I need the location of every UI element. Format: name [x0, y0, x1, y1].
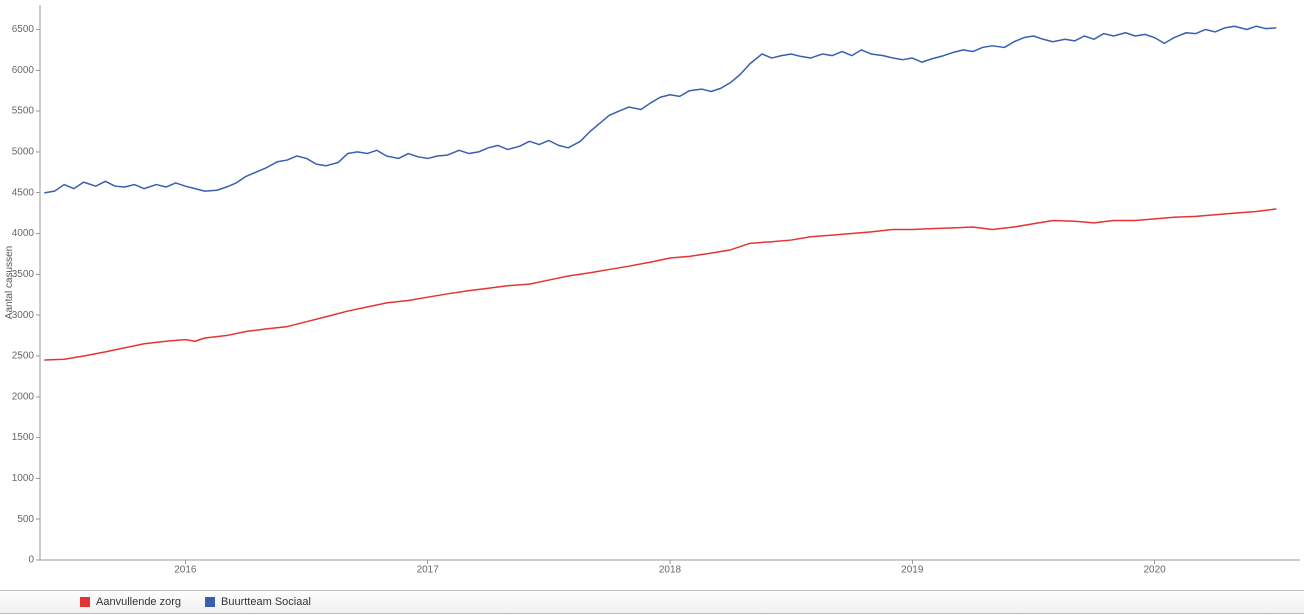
x-tick-label: 2017 [417, 564, 440, 575]
y-tick-label: 3000 [12, 310, 35, 321]
line-chart: 0 500 1000 1500 2000 2500 3000 3500 4000 4500 5000… [0, 0, 1304, 590]
y-tick-label: 1500 [12, 432, 35, 443]
chart-svg: 0 500 1000 1500 2000 2500 3000 3500 4000 4500 5000… [0, 0, 1304, 590]
x-tick-label: 2019 [901, 564, 924, 575]
y-axis-title: Aantal casussen [4, 246, 15, 319]
legend-swatch-icon [80, 597, 90, 607]
legend-item-buurtteam-sociaal[interactable]: Buurtteam Sociaal [205, 596, 311, 608]
series-line [45, 209, 1276, 360]
legend-swatch-icon [205, 597, 215, 607]
y-tick-label: 4500 [12, 187, 35, 198]
y-tick-label: 6500 [12, 24, 35, 35]
x-tick-label: 2018 [659, 564, 682, 575]
legend-bar: Aanvullende zorg Buurtteam Sociaal [0, 590, 1304, 614]
y-tick-label: 2500 [12, 351, 35, 362]
series-line [45, 26, 1276, 193]
y-tick-label: 6000 [12, 65, 35, 76]
y-tick-label: 5000 [12, 147, 35, 158]
y-tick-label: 5500 [12, 106, 35, 117]
x-tick-label: 2016 [174, 564, 197, 575]
y-tick-label: 2000 [12, 391, 35, 402]
y-tick-label: 4000 [12, 228, 35, 239]
y-tick-label: 3500 [12, 269, 35, 280]
y-tick-label: 0 [28, 555, 34, 566]
y-tick-label: 1000 [12, 473, 35, 484]
legend-label: Buurtteam Sociaal [221, 596, 311, 608]
legend-item-aanvullende-zorg[interactable]: Aanvullende zorg [80, 596, 181, 608]
legend-label: Aanvullende zorg [96, 596, 181, 608]
x-tick-label: 2020 [1143, 564, 1166, 575]
y-tick-label: 500 [17, 514, 34, 525]
